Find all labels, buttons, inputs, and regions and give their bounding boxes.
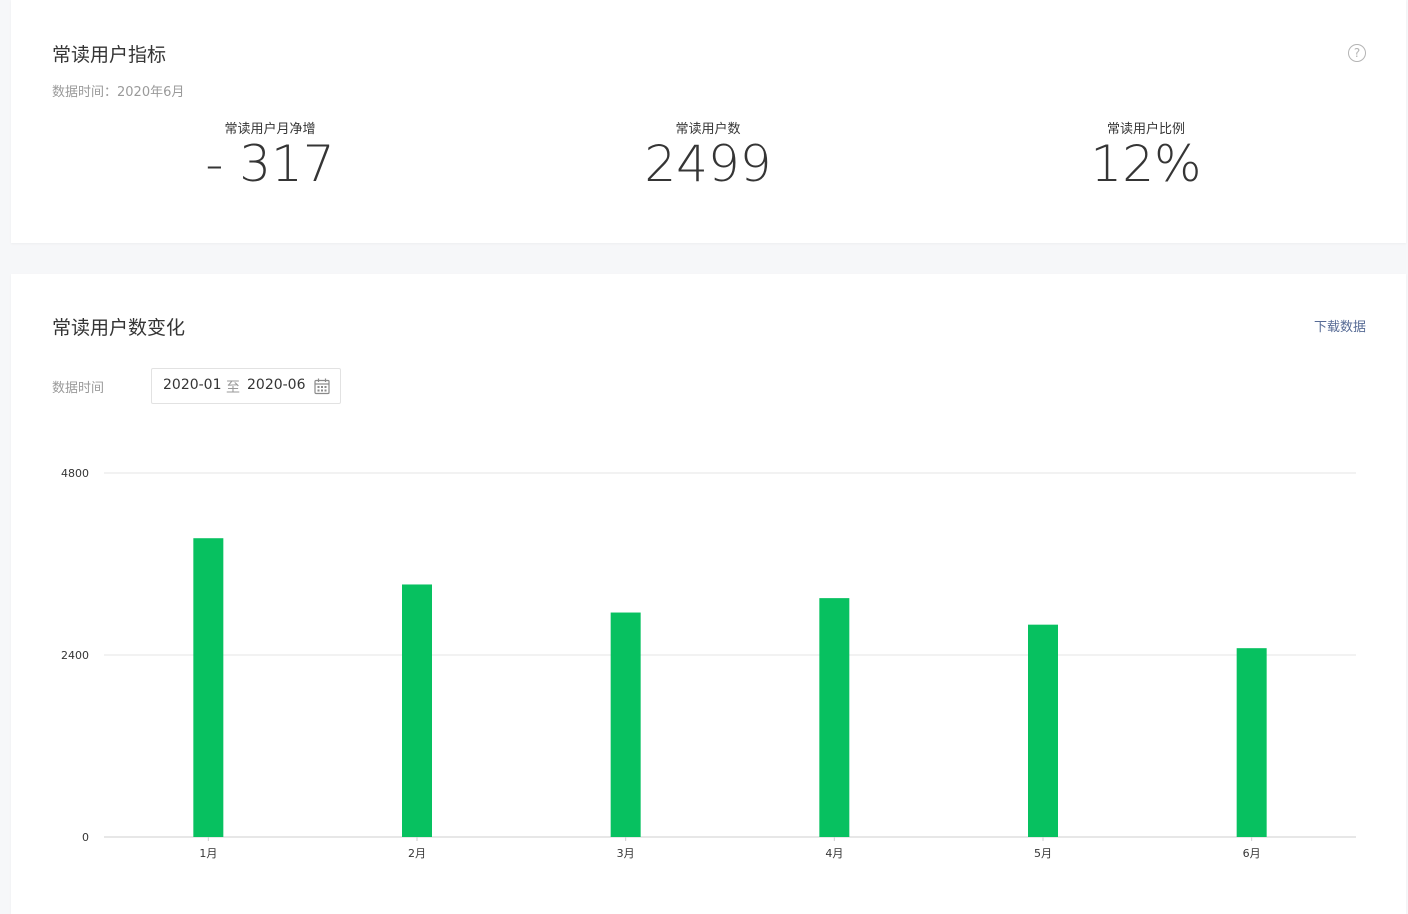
x-tick-label: 3月 xyxy=(617,847,635,860)
bar-3[interactable] xyxy=(610,612,641,837)
metric-label: 常读用户数 xyxy=(675,122,741,137)
x-tick-label: 4月 xyxy=(825,847,843,860)
bar-5[interactable] xyxy=(1028,624,1058,837)
y-tick-label: 2400 xyxy=(61,649,89,662)
metric-user-ratio: 常读用户比例 12% xyxy=(996,118,1296,192)
data-time-value: 2020年6月 xyxy=(117,85,185,100)
date-range-picker[interactable]: 2020-01 至 2020-06 xyxy=(151,368,341,404)
calendar-icon[interactable] xyxy=(314,378,330,395)
date-end[interactable]: 2020-06 xyxy=(247,377,306,393)
question-circle-icon[interactable]: ? xyxy=(1348,44,1366,62)
bar-chart: 0 2400 4800 1月 2月 3月 4月 5月 6月 xyxy=(61,467,1356,860)
data-time-label: 数据时间： xyxy=(52,85,118,100)
download-data-link[interactable]: 下载数据 xyxy=(1313,320,1366,335)
metric-net-growth: 常读用户月净增 - 317 xyxy=(120,118,420,192)
date-separator: 至 xyxy=(226,380,240,396)
x-tick-label: 6月 xyxy=(1243,847,1261,860)
y-tick-label: 0 xyxy=(82,831,89,844)
x-tick-label: 1月 xyxy=(199,847,217,860)
x-tick-label: 5月 xyxy=(1034,847,1052,860)
date-start[interactable]: 2020-01 xyxy=(163,377,222,393)
x-tick-label: 2月 xyxy=(408,847,426,860)
metric-user-count: 常读用户数 2499 xyxy=(558,118,858,192)
bar-2[interactable] xyxy=(402,584,432,837)
metric-label: 常读用户月净增 xyxy=(224,122,316,137)
metric-value: 12% xyxy=(1090,135,1202,193)
metric-value: 2499 xyxy=(644,135,772,193)
date-range-label: 数据时间 xyxy=(52,381,105,396)
metrics-card: 常读用户指标 数据时间：2020年6月 ? 常读用户月净增 - 317 常读用户… xyxy=(11,0,1406,243)
metric-label: 常读用户比例 xyxy=(1106,122,1185,137)
data-time: 数据时间：2020年6月 xyxy=(52,81,184,100)
y-tick-label: 4800 xyxy=(61,467,89,480)
chart-card: 常读用户数变化 下载数据 数据时间 2020-01 至 2020-06 0 240… xyxy=(11,274,1406,914)
chart-card-title: 常读用户数变化 xyxy=(52,317,186,339)
bar-1[interactable] xyxy=(193,538,224,837)
bar-4[interactable] xyxy=(819,598,850,837)
metric-value: - 317 xyxy=(205,135,335,193)
metrics-card-title: 常读用户指标 xyxy=(52,44,167,66)
bar-6[interactable] xyxy=(1236,648,1267,837)
